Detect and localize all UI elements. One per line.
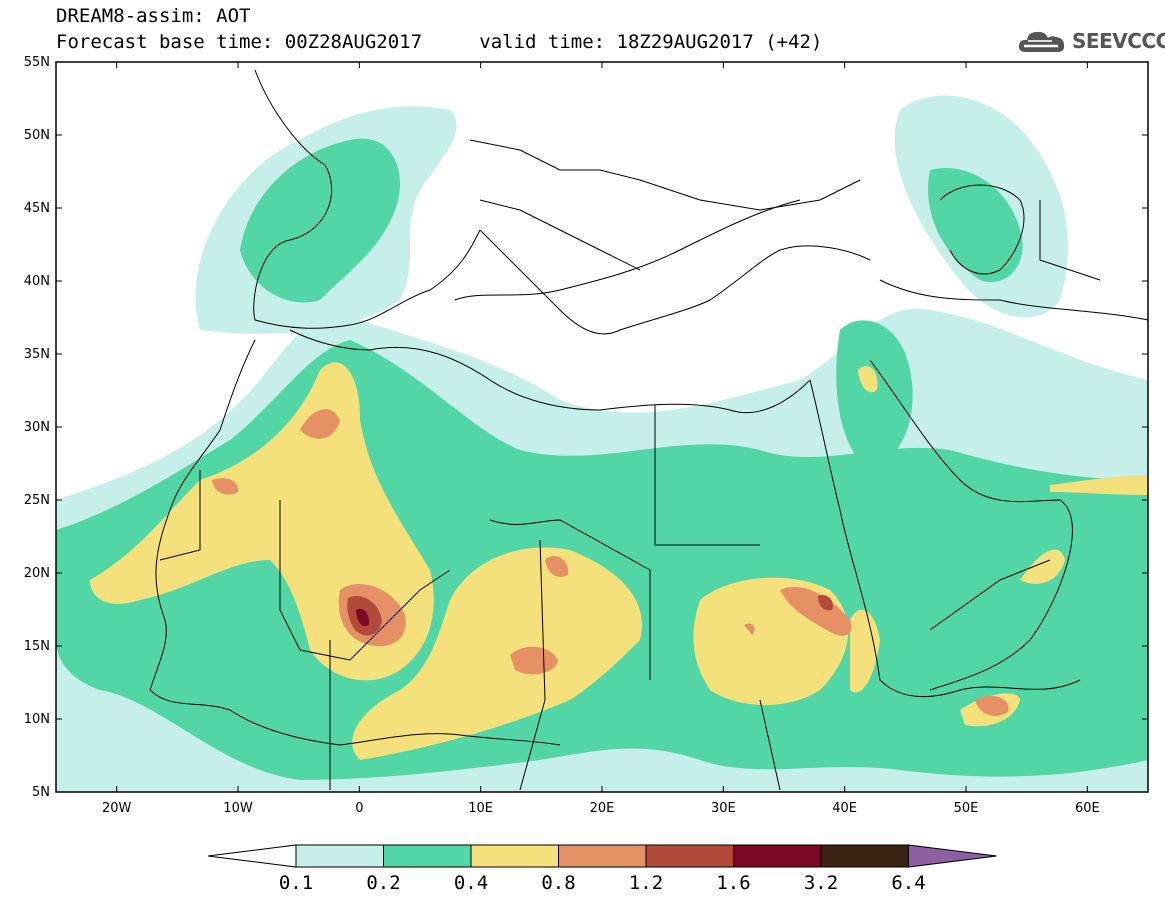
colorbar-label: 3.2 (803, 872, 839, 894)
colorbar-label: 6.4 (891, 872, 926, 894)
lat-label: 20N (23, 566, 50, 581)
logo-text: SEEVCCC (1072, 29, 1165, 53)
aot-band-1.6 (356, 608, 370, 627)
map-title: DREAM8-assim: AOT (56, 5, 251, 27)
lon-label: 20E (589, 801, 615, 816)
lat-label: 55N (23, 55, 50, 70)
colorbar-label: 1.6 (716, 872, 751, 894)
colorbar-box (820, 844, 909, 868)
colorbar-label: 0.2 (366, 872, 401, 894)
lon-label: 10E (468, 801, 494, 816)
colorbar-box (295, 844, 384, 868)
colorbar-over-triangle (908, 844, 997, 868)
lat-label: 40N (23, 274, 50, 289)
forecast-base-time: Forecast base time: 00Z28AUG2017 (56, 31, 423, 53)
lon-label: 20W (101, 801, 132, 816)
aot-field (56, 62, 1148, 792)
lat-label: 45N (23, 201, 50, 216)
lon-label: 40E (832, 801, 858, 816)
seevccc-logo: SEEVCCC (1018, 26, 1165, 56)
colorbar-box (383, 844, 472, 868)
lon-label: 30E (710, 801, 736, 816)
colorbar-box (733, 844, 822, 868)
colorbar-label: 1.2 (628, 872, 664, 894)
lat-label: 50N (23, 128, 50, 143)
colorbar-under-triangle (207, 844, 297, 868)
lat-label: 35N (23, 347, 50, 362)
cloud-icon (1018, 31, 1065, 52)
colorbar-box (558, 844, 647, 868)
lat-label: 30N (23, 420, 50, 435)
axis-ticks (56, 61, 1148, 793)
valid-time: valid time: 18Z29AUG2017 (+42) (479, 31, 823, 53)
colorbar-box (645, 844, 734, 868)
lat-label: 25N (23, 493, 50, 508)
lon-label: 10W (223, 801, 253, 816)
coastlines (149, 69, 1148, 791)
time-info: Forecast base time: 00Z28AUG2017 valid t… (56, 32, 822, 52)
colorbar-label: 0.1 (278, 872, 314, 894)
lat-label: 5N (32, 785, 50, 800)
colorbar-label: 0.8 (541, 872, 576, 894)
lon-label: 50E (953, 801, 979, 816)
lon-label: 60E (1074, 801, 1100, 816)
lat-label: 15N (23, 639, 50, 654)
colorbar-box (470, 844, 559, 868)
lat-label: 10N (23, 712, 50, 727)
colorbar-label: 0.4 (453, 872, 489, 894)
lon-label: 0 (355, 801, 364, 816)
